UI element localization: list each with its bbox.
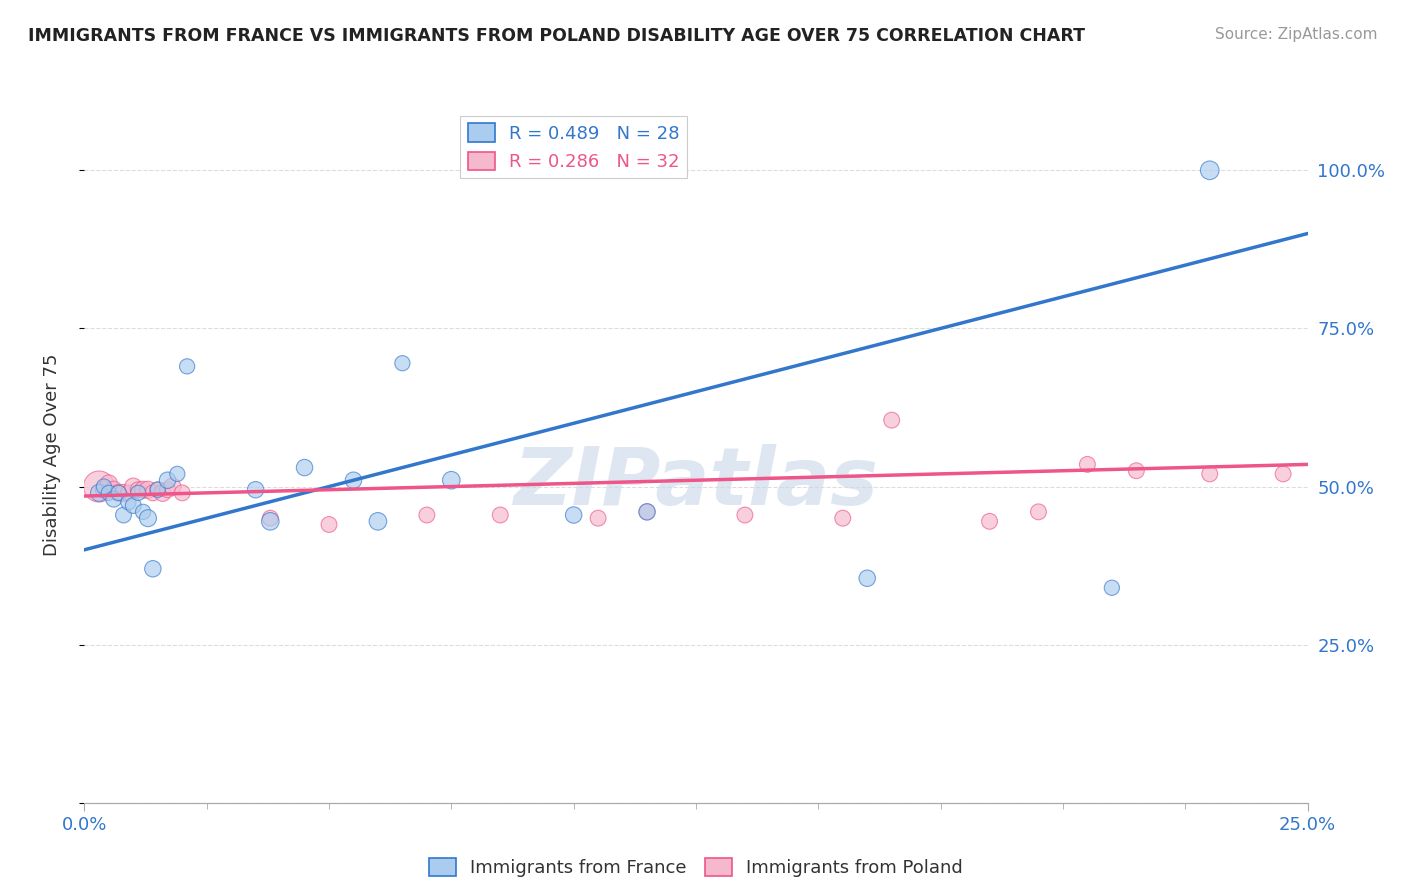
Point (1076, 458, 1098, 472)
Point (103, 492, 125, 507)
Point (162, 479, 184, 493)
Legend: Immigrants from France, Immigrants from Poland: Immigrants from France, Immigrants from … (422, 850, 970, 884)
Point (112, 486, 135, 500)
Point (489, 508, 512, 522)
Point (636, 505, 658, 519)
Point (318, 517, 340, 532)
Point (259, 511, 281, 525)
Point (136, 483, 159, 497)
Point (586, 511, 609, 525)
Point (117, 495, 139, 509)
Point (1101, 581, 1123, 595)
Point (152, 486, 174, 500)
Point (979, 514, 1001, 528)
Point (127, 483, 149, 497)
Point (1198, 467, 1220, 481)
Point (112, 508, 135, 522)
Point (1028, 505, 1050, 519)
Point (1125, 464, 1147, 478)
Point (97, 476, 120, 491)
Point (166, 467, 188, 481)
Point (107, 486, 129, 500)
Point (880, 413, 903, 427)
Point (440, 473, 463, 487)
Point (416, 508, 439, 522)
Point (93, 483, 115, 497)
Point (127, 486, 149, 500)
Point (97, 486, 120, 500)
Text: Source: ZipAtlas.com: Source: ZipAtlas.com (1215, 27, 1378, 42)
Point (156, 473, 179, 487)
Point (1272, 467, 1295, 481)
Point (245, 483, 267, 497)
Point (636, 505, 658, 519)
Point (136, 511, 159, 525)
Point (172, 486, 194, 500)
Point (103, 483, 125, 497)
Point (734, 508, 756, 522)
Point (856, 571, 879, 585)
Point (142, 562, 165, 576)
Point (1198, 163, 1220, 178)
Point (146, 483, 169, 497)
Point (122, 499, 145, 513)
Point (562, 508, 585, 522)
Text: ZIPatlas: ZIPatlas (513, 443, 879, 522)
Text: IMMIGRANTS FROM FRANCE VS IMMIGRANTS FROM POLAND DISABILITY AGE OVER 75 CORRELAT: IMMIGRANTS FROM FRANCE VS IMMIGRANTS FRO… (28, 27, 1085, 45)
Point (87, 479, 110, 493)
Point (132, 505, 155, 519)
Point (132, 483, 155, 497)
Point (342, 473, 364, 487)
Point (107, 486, 129, 500)
Point (831, 511, 853, 525)
Point (122, 479, 145, 493)
Point (294, 460, 316, 475)
Point (87, 486, 110, 500)
Point (93, 479, 115, 493)
Point (259, 514, 281, 528)
Point (142, 486, 165, 500)
Point (156, 483, 179, 497)
Y-axis label: Disability Age Over 75: Disability Age Over 75 (42, 353, 60, 557)
Point (391, 356, 413, 370)
Point (367, 514, 389, 528)
Point (176, 359, 198, 374)
Point (146, 483, 169, 497)
Point (117, 486, 139, 500)
